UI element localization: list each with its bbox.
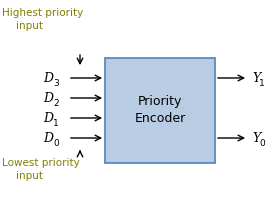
Text: D: D <box>43 111 53 124</box>
Text: 1: 1 <box>53 118 59 127</box>
Bar <box>105 58 215 163</box>
Text: D: D <box>43 92 53 104</box>
Text: 0: 0 <box>53 138 59 148</box>
Text: Y: Y <box>252 71 260 85</box>
Text: input: input <box>16 21 43 31</box>
Text: 3: 3 <box>53 78 59 88</box>
Text: 1: 1 <box>259 78 265 88</box>
Text: Y: Y <box>252 131 260 145</box>
Text: Priority
Encoder: Priority Encoder <box>134 95 186 125</box>
Text: Highest priority: Highest priority <box>2 8 83 18</box>
Text: input: input <box>16 171 43 181</box>
Text: D: D <box>43 71 53 85</box>
Text: 2: 2 <box>53 99 59 108</box>
Text: D: D <box>43 131 53 145</box>
Text: Lowest priority: Lowest priority <box>2 158 80 168</box>
Text: 0: 0 <box>259 138 265 148</box>
